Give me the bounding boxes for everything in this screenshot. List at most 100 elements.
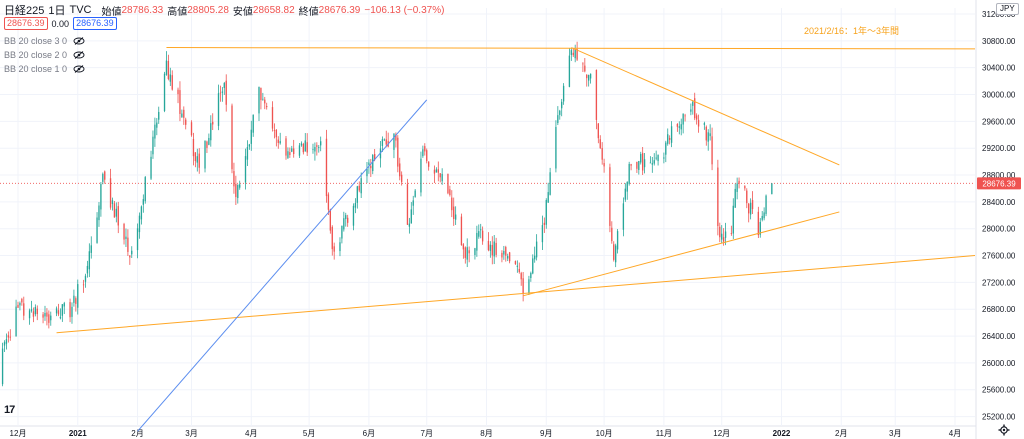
- candle-body: [123, 223, 125, 240]
- candle-body: [171, 75, 173, 90]
- candle-body: [643, 159, 646, 168]
- candle-body: [266, 106, 268, 108]
- candle-body: [724, 231, 727, 238]
- y-tick-label: 28000.00: [982, 225, 1016, 234]
- sell-badge[interactable]: 28676.39: [4, 17, 48, 30]
- candle-body: [694, 98, 696, 119]
- candle-body: [534, 255, 536, 260]
- candle-body: [347, 217, 349, 223]
- candle-body: [707, 132, 709, 142]
- candle-body: [96, 217, 98, 243]
- candle-body: [572, 52, 574, 56]
- interval[interactable]: 1日: [48, 5, 66, 17]
- buy-badge[interactable]: 28676.39: [73, 17, 117, 30]
- candle-body: [63, 303, 65, 307]
- candle-body: [368, 162, 370, 165]
- indicator-row[interactable]: BB 20 close 3 0: [4, 36, 85, 46]
- candle-body: [476, 232, 478, 251]
- candle-body: [156, 122, 158, 128]
- candle-body: [154, 124, 156, 139]
- candle-body: [437, 169, 439, 173]
- x-tick-label: 9月: [540, 429, 552, 438]
- candle-body: [663, 157, 665, 159]
- candle-body: [628, 163, 630, 184]
- x-tick-label: 2021: [69, 429, 87, 438]
- eye-off-icon[interactable]: [73, 65, 85, 73]
- candle-body: [508, 252, 511, 262]
- indicator-row[interactable]: BB 20 close 2 0: [4, 50, 85, 60]
- symbol-name[interactable]: 日経225: [4, 5, 45, 17]
- candle-body: [622, 203, 625, 230]
- candle-body: [304, 140, 306, 152]
- candle-body: [19, 302, 21, 306]
- candle-body: [293, 148, 295, 155]
- gear-icon[interactable]: [998, 424, 1010, 436]
- x-tick-label: 12月: [10, 429, 27, 438]
- y-axis: 25200.00 25600.00 26000.00 26400.00 26800.00…: [982, 10, 1016, 422]
- candle-body: [514, 261, 517, 265]
- open-label: 始値: [101, 6, 122, 18]
- candle-body: [271, 107, 274, 129]
- candle-body: [481, 230, 484, 242]
- x-tick-label: 10月: [596, 429, 613, 438]
- open-value: 28786.33: [121, 4, 164, 16]
- candle-body: [34, 307, 37, 315]
- x-axis: 12月 2021 2月 3月 4月 5月 6月 7月 8月 9月 10月 11月 12月 2022 2月 3月…: [10, 429, 962, 438]
- candle-body: [318, 147, 320, 148]
- candle-body: [451, 197, 453, 211]
- candle-body: [165, 60, 168, 75]
- candle-body: [302, 144, 305, 153]
- currency-selector[interactable]: JPY: [996, 3, 1019, 15]
- candle-body: [167, 60, 170, 80]
- candle-body: [264, 99, 266, 104]
- candle-body: [333, 246, 335, 252]
- candle-body: [449, 189, 451, 195]
- candle-body: [640, 153, 642, 163]
- candle-body: [518, 268, 520, 273]
- candle-body: [748, 203, 750, 214]
- candle-body: [638, 160, 640, 170]
- grid: [0, 0, 977, 439]
- candle-body: [129, 255, 131, 258]
- candle-body: [568, 55, 571, 87]
- high-value: 28805.28: [187, 4, 229, 16]
- y-tick-label: 30400.00: [982, 64, 1016, 73]
- candle-body: [258, 87, 260, 114]
- candle-body: [138, 215, 141, 233]
- eye-off-icon[interactable]: [73, 37, 85, 45]
- eye-off-icon[interactable]: [73, 51, 85, 59]
- candle-body: [557, 115, 559, 123]
- candle-body: [57, 310, 60, 315]
- x-tick-label: 3月: [185, 429, 197, 438]
- annotation-text: 2021/2/16：1年〜3年間: [804, 25, 899, 36]
- candle-body: [453, 206, 455, 220]
- candle-body: [576, 48, 578, 60]
- candle-body: [212, 121, 214, 125]
- candle-body: [84, 275, 87, 282]
- candle-body: [17, 304, 19, 308]
- candle-body: [183, 109, 185, 118]
- candle-body: [5, 339, 8, 344]
- candle-body: [588, 75, 590, 81]
- candle-body: [275, 129, 278, 138]
- candle-body: [88, 251, 91, 270]
- trendlines[interactable]: [56, 47, 976, 432]
- candle-body: [90, 245, 92, 253]
- candle-body: [366, 168, 368, 177]
- candle-body: [192, 138, 195, 157]
- candle-body: [142, 199, 144, 205]
- low-label: 安値: [232, 6, 253, 18]
- candle-body: [82, 284, 85, 286]
- candle-body: [372, 155, 374, 172]
- candle-body: [555, 126, 557, 169]
- candle-body: [262, 98, 264, 100]
- candle-body: [765, 195, 767, 214]
- candle-body: [343, 218, 345, 230]
- candle-body: [709, 133, 711, 137]
- candle-body: [570, 50, 573, 55]
- candle-body: [190, 122, 193, 136]
- spread-value: 0.00: [51, 18, 70, 29]
- candle-body: [697, 119, 700, 127]
- indicator-row[interactable]: BB 20 close 1 0: [4, 64, 85, 74]
